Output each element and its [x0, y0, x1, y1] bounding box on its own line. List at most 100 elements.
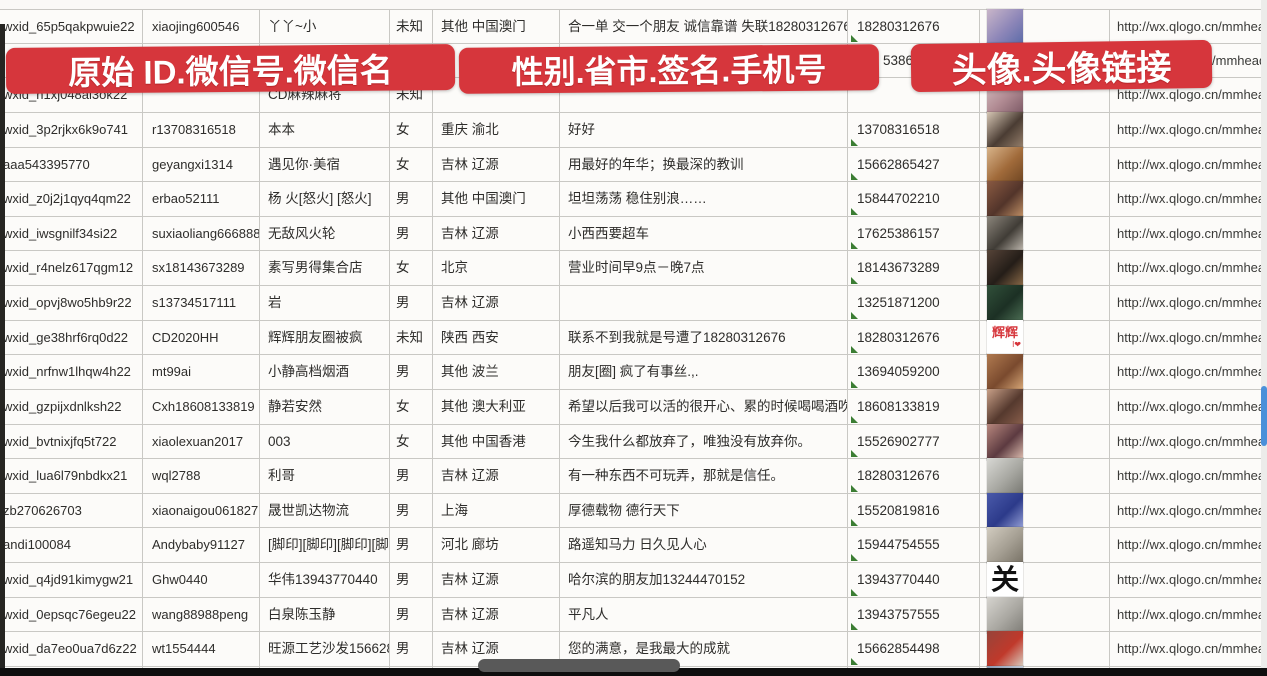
cell-phone[interactable]: 15526902777	[848, 424, 980, 459]
cell-signature[interactable]: 用最好的年华；换最深的教训	[560, 147, 848, 182]
cell-avatar[interactable]	[980, 250, 1110, 287]
cell-original-id[interactable]: wxid_iwsgnilf34si22	[0, 216, 143, 251]
cell-avatar-url[interactable]: http://wx.qlogo.cn/mmhead	[1117, 121, 1267, 137]
cell-avatar[interactable]	[980, 527, 1110, 564]
cell-avatar[interactable]	[980, 388, 1110, 425]
cell-original-id[interactable]: aaa543395770	[0, 147, 143, 182]
cell-signature[interactable]	[560, 78, 848, 112]
cell-gender[interactable]: 男	[390, 528, 433, 562]
cell-signature[interactable]: 今生我什么都放弃了，唯独没有放弃你。	[560, 424, 848, 459]
vertical-scrollbar-thumb[interactable]	[1261, 386, 1267, 446]
cell-avatar[interactable]	[980, 111, 1110, 148]
cell-phone[interactable]: 13943757555	[848, 597, 980, 632]
cell-wechat-name[interactable]: 无敌风火轮	[260, 216, 390, 251]
cell-gender[interactable]: 女	[390, 389, 433, 424]
cell-region[interactable]: 北京	[433, 251, 560, 285]
cell-region[interactable]: 上海	[433, 493, 560, 528]
cell-avatar-url[interactable]: http://wx.qlogo.cn/mmhead	[1117, 502, 1267, 518]
cell-wechat-id[interactable]: erbao52111	[143, 182, 260, 216]
cell-gender[interactable]: 女	[390, 251, 433, 285]
cell-gender[interactable]: 男	[390, 459, 433, 493]
cell-avatar[interactable]	[980, 492, 1110, 529]
cell-wechat-name[interactable]: 辉辉朋友圈被疯	[260, 320, 390, 355]
cell-signature[interactable]: 哈尔滨的朋友加13244470152	[560, 563, 848, 597]
cell-phone[interactable]: 13943770440	[848, 563, 980, 597]
cell-region[interactable]: 其他 中国澳门	[433, 10, 560, 43]
cell-original-id[interactable]: wxid_z0j2j1qyq4qm22	[0, 182, 143, 216]
cell-region[interactable]: 吉林 辽源	[433, 216, 560, 251]
cell-avatar-url[interactable]: http://wx.qlogo.cn/mmhead	[1117, 260, 1267, 276]
cell-region[interactable]: 陕西 西安	[433, 320, 560, 355]
cell-avatar[interactable]	[980, 181, 1110, 218]
cell-wechat-name[interactable]: 华伟13943770440	[260, 563, 390, 597]
cell-avatar[interactable]	[980, 423, 1110, 460]
cell-wechat-name[interactable]: 素写男得集合店	[260, 251, 390, 285]
cell-wechat-id[interactable]: wql2788	[143, 459, 260, 493]
cell-signature[interactable]: 坦坦荡荡 稳住别浪……	[560, 182, 848, 216]
cell-wechat-name[interactable]: 白泉陈玉静	[260, 597, 390, 632]
cell-wechat-name[interactable]: 遇见你·美宿	[260, 147, 390, 182]
cell-original-id[interactable]: wxid_bvtnixjfq5t722	[0, 424, 143, 459]
cell-signature[interactable]: 合一单 交一个朋友 诚信靠谱 失联18280312676	[560, 10, 848, 43]
cell-phone[interactable]: 13251871200	[848, 286, 980, 320]
cell-gender[interactable]: 男	[390, 216, 433, 251]
cell-avatar-url[interactable]: /mmhead	[1212, 52, 1267, 68]
cell-avatar-url[interactable]: http://wx.qlogo.cn/mmhead	[1117, 191, 1267, 207]
cell-avatar-url[interactable]: http://wx.qlogo.cn/mmhead	[1117, 329, 1267, 345]
cell-gender[interactable]: 女	[390, 424, 433, 459]
cell-wechat-id[interactable]: Ghw0440	[143, 563, 260, 597]
cell-wechat-name[interactable]: 晟世凯达物流	[260, 493, 390, 528]
cell-wechat-id[interactable]: Cxh18608133819	[143, 389, 260, 424]
cell-avatar[interactable]	[980, 631, 1110, 668]
cell-signature[interactable]: 小西西要超车	[560, 216, 848, 251]
cell-signature[interactable]: 营业时间早9点－晚7点	[560, 251, 848, 285]
cell-phone[interactable]: 15844702210	[848, 182, 980, 216]
cell-wechat-name[interactable]: 旺源工艺沙发15662854	[260, 632, 390, 666]
cell-wechat-id[interactable]: sx18143673289	[143, 251, 260, 285]
cell-wechat-id[interactable]: CD2020HH	[143, 320, 260, 355]
cell-wechat-name[interactable]: [脚印][脚印][脚印][脚印]	[260, 528, 390, 562]
cell-signature[interactable]: 朋友[圈] 疯了有事丝.,.	[560, 355, 848, 389]
cell-avatar-url[interactable]: http://wx.qlogo.cn/mmhead	[1117, 433, 1267, 449]
cell-phone[interactable]: 15944754555	[848, 528, 980, 562]
cell-gender[interactable]: 未知	[390, 10, 433, 43]
cell-signature[interactable]: 有一种东西不可玩弄，那就是信任。	[560, 459, 848, 493]
cell-phone[interactable]: 15662865427	[848, 147, 980, 182]
vertical-scrollbar-track[interactable]	[1261, 0, 1267, 668]
cell-region[interactable]: 吉林 辽源	[433, 632, 560, 666]
horizontal-scrollbar-thumb[interactable]	[478, 659, 680, 672]
cell-original-id[interactable]: wxid_gzpijxdnlksh22	[0, 389, 143, 424]
cell-signature[interactable]: 路遥知马力 日久见人心	[560, 528, 848, 562]
cell-wechat-name[interactable]: 静若安然	[260, 389, 390, 424]
cell-original-id[interactable]: wxid_65p5qakpwuie22	[0, 10, 143, 43]
cell-phone[interactable]: 17625386157	[848, 216, 980, 251]
cell-region[interactable]: 其他 中国香港	[433, 424, 560, 459]
cell-phone[interactable]: 13694059200	[848, 355, 980, 389]
cell-original-id[interactable]: wxid_q4jd91kimygw21	[0, 563, 143, 597]
cell-phone[interactable]: 18280312676	[848, 459, 980, 493]
cell-signature[interactable]: 希望以后我可以活的很开心、累的时候喝喝酒吹吹[	[560, 389, 848, 424]
cell-wechat-id[interactable]: s13734517111	[143, 286, 260, 320]
cell-region[interactable]: 其他 澳大利亚	[433, 389, 560, 424]
cell-phone[interactable]	[848, 78, 980, 112]
cell-signature[interactable]: 您的满意，是我最大的成就	[560, 632, 848, 666]
cell-region[interactable]: 重庆 渝北	[433, 112, 560, 147]
cell-original-id[interactable]: wxid_da7eo0ua7d6z22	[0, 632, 143, 666]
cell-wechat-id[interactable]: wang88988peng	[143, 597, 260, 632]
cell-phone[interactable]: 18280312676	[848, 320, 980, 355]
cell-region[interactable]: 吉林 辽源	[433, 563, 560, 597]
cell-avatar-url[interactable]: http://wx.qlogo.cn/mmhead	[1117, 19, 1267, 34]
cell-wechat-id[interactable]: geyangxi1314	[143, 147, 260, 182]
cell-avatar-url[interactable]: http://wx.qlogo.cn/mmhead	[1117, 87, 1267, 103]
cell-wechat-id[interactable]: xiaonaigou061827	[143, 493, 260, 528]
cell-avatar-url[interactable]: http://wx.qlogo.cn/mmhead	[1117, 468, 1267, 484]
cell-wechat-name[interactable]: 岩	[260, 286, 390, 320]
cell-avatar-url[interactable]: http://wx.qlogo.cn/mmhead	[1117, 537, 1267, 553]
cell-avatar[interactable]	[980, 9, 1110, 45]
cell-gender[interactable]: 男	[390, 493, 433, 528]
cell-signature[interactable]: 厚德载物 德行天下	[560, 493, 848, 528]
cell-phone[interactable]: 18608133819	[848, 389, 980, 424]
cell-gender[interactable]: 女	[390, 147, 433, 182]
cell-avatar[interactable]: 关	[980, 562, 1110, 598]
cell-gender[interactable]: 男	[390, 182, 433, 216]
